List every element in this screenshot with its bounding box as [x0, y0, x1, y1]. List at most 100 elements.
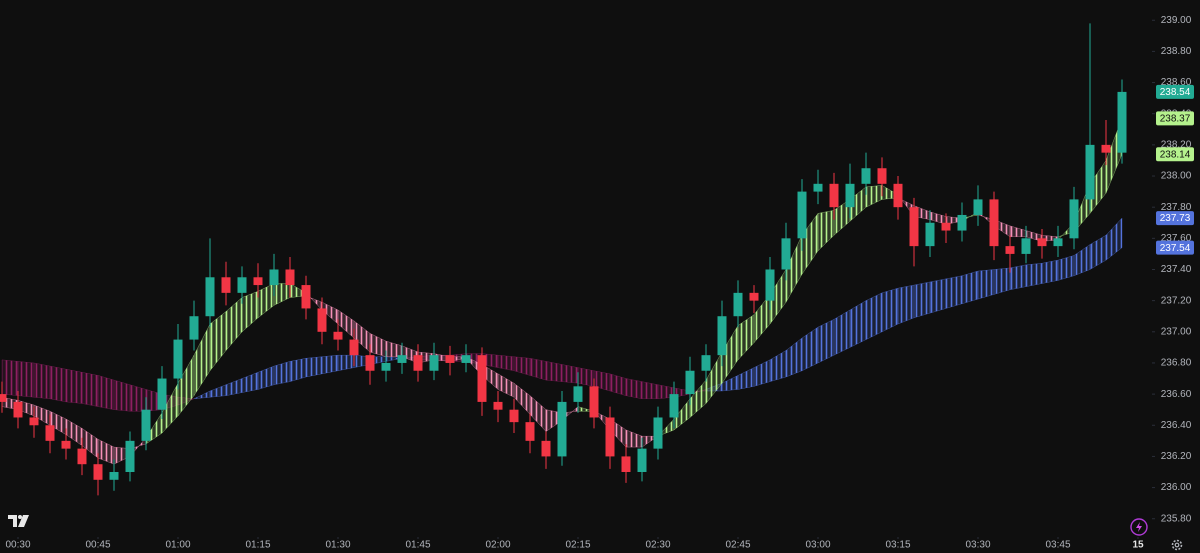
candle-body — [397, 355, 407, 363]
y-tick-label: 236.40 — [1161, 420, 1192, 431]
price-badge — [1156, 240, 1194, 255]
candle-body — [93, 464, 103, 480]
ribbon-segment — [81, 371, 99, 407]
ribbon-segment — [1009, 264, 1027, 291]
candle-body — [461, 355, 471, 363]
candle-body — [605, 417, 615, 457]
candle-body — [237, 277, 247, 293]
y-tick-label: 237.40 — [1161, 264, 1192, 275]
ribbon-segment — [17, 361, 35, 398]
ribbon-segment — [129, 384, 147, 412]
ribbon-segment — [865, 292, 883, 340]
candle-body — [1069, 199, 1079, 239]
candle-body — [493, 401, 503, 410]
y-tick-label: 237.20 — [1161, 295, 1192, 306]
x-tick-label: 02:45 — [725, 540, 750, 551]
tradingview-logo[interactable] — [8, 515, 29, 527]
x-tick-label: 01:45 — [405, 540, 430, 551]
alert-button[interactable] — [1130, 518, 1148, 536]
price-badge-label: 238.54 — [1160, 87, 1191, 98]
x-tick-label: 00:45 — [85, 540, 110, 551]
y-tick-label: 237.80 — [1161, 202, 1192, 213]
candle-body — [29, 417, 39, 426]
settings-button[interactable] — [1171, 539, 1183, 551]
logo-part — [18, 515, 29, 527]
candle-body — [509, 409, 519, 423]
candle-body — [525, 422, 535, 441]
candle-body — [573, 386, 583, 402]
candle-body — [813, 183, 823, 192]
candle-body — [157, 378, 167, 410]
ribbon-segment — [641, 381, 659, 400]
ribbon-segment — [1025, 262, 1043, 287]
price-badge — [1156, 211, 1194, 226]
y-tick-label: 238.60 — [1161, 77, 1192, 88]
candle-body — [957, 214, 967, 231]
candle-body — [45, 425, 55, 441]
logo-part — [8, 515, 17, 527]
alert-ring — [1130, 518, 1148, 536]
candle-body — [1037, 238, 1047, 247]
x-tick-label: 15 — [1132, 540, 1144, 551]
ribbon-segment — [113, 379, 131, 412]
ribbon-segment — [545, 361, 563, 382]
y-tick-label: 236.80 — [1161, 358, 1192, 369]
candle-body — [269, 269, 279, 286]
candle-body — [541, 440, 551, 457]
ribbon-segment — [561, 364, 579, 384]
candle-body — [781, 238, 791, 270]
ribbon-segment — [65, 368, 83, 404]
candle-body — [77, 448, 87, 465]
x-tick-label: 00:30 — [5, 540, 30, 551]
ribbon-segment — [913, 281, 931, 319]
price-badge — [1156, 84, 1194, 99]
price-axis: 235.80 236.00 236.20 236.40 236.60 236.80 237.… — [1152, 15, 1194, 524]
candle-body — [141, 409, 151, 441]
candle-body — [61, 440, 71, 449]
candle-body — [445, 355, 455, 363]
plot-area: 00:30 00:45 01:00 01:15 01:30 01:45 02:00 02:15… — [0, 23, 1144, 551]
y-tick-label: 235.80 — [1161, 513, 1192, 524]
price-badge-label: 238.37 — [1160, 114, 1191, 125]
y-tick-label: 239.00 — [1161, 15, 1192, 26]
candle-body — [685, 370, 695, 395]
gear-teeth — [1171, 539, 1183, 551]
ribbon-segment — [881, 287, 899, 333]
y-tick-label: 237.60 — [1161, 233, 1192, 244]
price-badge — [1156, 111, 1194, 126]
candle-body — [925, 222, 935, 247]
candle-body — [893, 183, 903, 208]
alert-bolt — [1136, 522, 1142, 532]
y-tick-label: 238.00 — [1161, 171, 1192, 182]
ribbon-segment — [977, 269, 995, 300]
ribbon-segment — [961, 270, 979, 305]
candle-body — [749, 292, 759, 301]
x-tick-label: 01:15 — [245, 540, 270, 551]
candle-body — [557, 401, 567, 457]
ribbon-segment — [625, 378, 643, 400]
candle-body — [909, 207, 919, 247]
candle-body — [1005, 246, 1015, 254]
price-badge — [1156, 147, 1194, 162]
candle-body — [765, 269, 775, 301]
y-tick-label: 236.20 — [1161, 451, 1192, 462]
ribbon-segment — [817, 318, 835, 364]
candle-body — [877, 168, 887, 184]
candle-body — [669, 394, 679, 418]
y-tick-label: 238.20 — [1161, 140, 1192, 151]
candle-body — [941, 222, 951, 231]
candle-body — [189, 316, 199, 340]
candle-body — [429, 355, 439, 371]
ribbon-segment — [49, 365, 67, 403]
x-tick-label: 01:30 — [325, 540, 350, 551]
x-tick-label: 02:00 — [485, 540, 510, 551]
y-tick-label: 236.00 — [1161, 482, 1192, 493]
candle-body — [381, 362, 391, 371]
y-tick-label: 236.60 — [1161, 389, 1192, 400]
candle-body — [1117, 91, 1127, 153]
candle-body — [317, 308, 327, 332]
candle-body — [1101, 144, 1111, 153]
ribbon-segment — [1057, 255, 1075, 281]
